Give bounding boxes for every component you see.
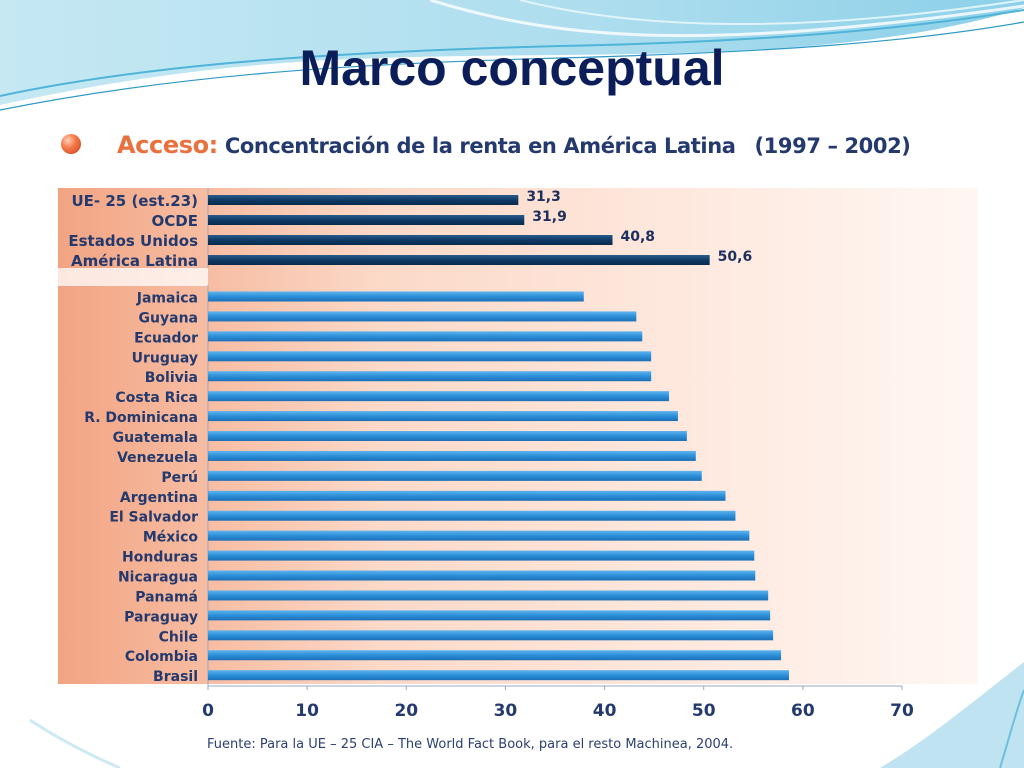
x-tick-label: 10 (295, 701, 319, 721)
orange-bullet-icon (61, 134, 81, 154)
category-label: Perú (161, 470, 198, 486)
category-label: México (143, 530, 199, 546)
category-label: América Latina (71, 252, 198, 270)
value-label: 40,8 (621, 229, 656, 245)
category-label: Venezuela (117, 450, 198, 466)
bar (208, 351, 652, 362)
chart-heading-period: (1997 – 2002) (754, 134, 911, 158)
category-label: Jamaica (136, 291, 198, 307)
value-label: 31,9 (532, 209, 567, 225)
x-tick-label: 70 (890, 701, 914, 721)
chart-heading-main: Concentración de la renta en América Lat… (224, 134, 736, 158)
category-label: Ecuador (134, 330, 198, 346)
category-label: Colombia (125, 649, 198, 665)
category-label: Estados Unidos (68, 232, 198, 250)
category-label: R. Dominicana (84, 410, 198, 426)
x-tick-label: 60 (791, 701, 815, 721)
category-label: Bolivia (145, 370, 198, 386)
bar (208, 630, 774, 641)
chart-heading: Acceso: Concentración de la renta en Amé… (117, 131, 911, 159)
category-label: El Salvador (109, 510, 198, 526)
category-label: Argentina (120, 490, 198, 506)
x-tick-label: 50 (692, 701, 716, 721)
bar (208, 291, 584, 302)
x-tick-label: 0 (202, 701, 214, 721)
bar (208, 195, 519, 205)
bar (208, 530, 750, 541)
category-label: Honduras (122, 550, 198, 566)
bar (208, 590, 769, 601)
source-note: Fuente: Para la UE – 25 CIA – The World … (207, 737, 734, 752)
group-separator (58, 268, 208, 286)
category-label: Brasil (153, 669, 198, 685)
bar (208, 371, 652, 382)
bar (208, 570, 756, 581)
category-label: Uruguay (132, 350, 198, 366)
bar (208, 470, 702, 481)
bar (208, 450, 696, 461)
bar (208, 650, 782, 661)
bar (208, 431, 687, 442)
category-label: Costa Rica (115, 390, 198, 406)
bar (208, 235, 613, 245)
bar (208, 610, 771, 621)
bar (208, 391, 670, 402)
category-label: Nicaragua (118, 570, 198, 586)
x-tick-label: 20 (394, 701, 418, 721)
category-label: Chile (159, 629, 198, 645)
bar (208, 550, 755, 561)
bar (208, 510, 736, 521)
category-label: Guyana (139, 310, 198, 326)
slide-title: Marco conceptual (299, 40, 725, 96)
category-label: UE- 25 (est.23) (71, 192, 198, 210)
bar (208, 255, 710, 265)
bar (208, 331, 643, 342)
bar (208, 411, 678, 422)
bar (208, 311, 637, 322)
x-tick-label: 40 (593, 701, 617, 721)
chart-heading-accent: Acceso: (117, 131, 218, 159)
category-label: Paraguay (124, 609, 198, 625)
bar (208, 670, 789, 681)
category-label: Panamá (135, 589, 198, 605)
bar (208, 215, 525, 225)
value-label: 31,3 (526, 189, 561, 205)
category-label: OCDE (152, 212, 198, 230)
bar (208, 490, 726, 501)
value-label: 50,6 (718, 249, 753, 265)
category-label: Guatemala (113, 430, 198, 446)
x-tick-label: 30 (494, 701, 518, 721)
